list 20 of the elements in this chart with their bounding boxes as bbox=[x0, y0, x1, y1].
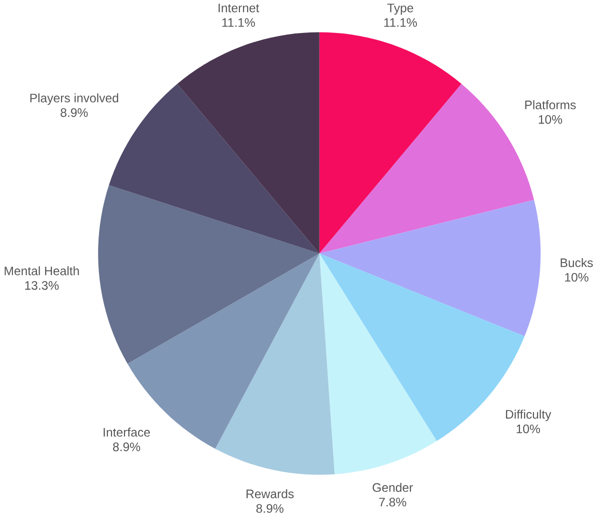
slice-label: Players involved bbox=[30, 94, 118, 106]
slice-label: Bucks bbox=[560, 258, 593, 268]
data-label: 10% bbox=[538, 115, 562, 124]
slice-label: Mental Health bbox=[4, 266, 79, 276]
slice-label: Internet bbox=[218, 4, 260, 13]
data-label: 8.9% bbox=[113, 442, 140, 452]
data-label: 8.9% bbox=[256, 504, 284, 514]
data-label: 10% bbox=[516, 424, 540, 434]
data-label: 11.1% bbox=[384, 18, 417, 28]
data-label: 10% bbox=[565, 273, 588, 282]
slice-label: Rewards bbox=[246, 489, 294, 498]
data-label: 7.8% bbox=[379, 498, 406, 507]
data-label: 13.3% bbox=[25, 281, 59, 290]
slice-label: Interface bbox=[104, 428, 150, 437]
slice-label: Difficulty bbox=[506, 410, 552, 422]
data-label: 11.1% bbox=[222, 18, 255, 28]
slice-label: Type bbox=[387, 4, 414, 15]
data-label: 8.9% bbox=[60, 108, 88, 118]
slice-label: Gender bbox=[372, 483, 413, 492]
slice-label: Platforms bbox=[525, 100, 576, 110]
